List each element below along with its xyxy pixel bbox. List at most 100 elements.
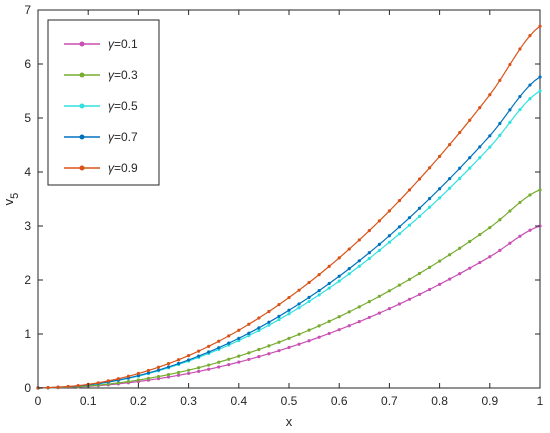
series-point bbox=[66, 384, 70, 389]
series-point bbox=[277, 349, 281, 353]
series-point bbox=[458, 176, 462, 180]
x-axis-ticks: 0 0.1 0.2 0.3 0.4 0.5 0.6 0.7 0.8 0.9 1 bbox=[35, 10, 544, 408]
series-point bbox=[458, 130, 462, 135]
series-point bbox=[207, 344, 211, 348]
series-point bbox=[478, 145, 482, 149]
series-point bbox=[427, 205, 432, 209]
series-point bbox=[307, 339, 311, 343]
y-tick-label: 3 bbox=[24, 219, 31, 233]
series-point bbox=[136, 371, 140, 376]
series-point bbox=[207, 367, 211, 371]
series-point bbox=[76, 384, 80, 388]
series-point bbox=[267, 320, 271, 324]
series-point bbox=[488, 145, 492, 149]
series-point bbox=[247, 357, 251, 362]
series-point bbox=[337, 256, 341, 260]
series-point bbox=[427, 166, 432, 170]
series-point bbox=[297, 288, 301, 292]
series-point bbox=[287, 295, 291, 300]
series-point bbox=[377, 294, 381, 298]
legend-entry-label: γ=0.5 bbox=[108, 99, 138, 113]
series-point bbox=[498, 121, 502, 126]
x-tick-label: 0.5 bbox=[281, 394, 298, 408]
series-point bbox=[528, 34, 532, 38]
series-point bbox=[327, 331, 331, 336]
series-point bbox=[347, 272, 351, 276]
series-point bbox=[126, 379, 130, 384]
series-point bbox=[417, 292, 422, 297]
series-point bbox=[488, 93, 492, 97]
series-point bbox=[508, 120, 512, 124]
legend-entry-label: γ=0.1 bbox=[108, 37, 138, 51]
x-tick-label: 0.2 bbox=[130, 394, 147, 408]
series-point bbox=[508, 108, 512, 112]
series-point bbox=[397, 225, 402, 229]
series-point bbox=[146, 368, 151, 373]
series-point bbox=[478, 106, 482, 110]
series-point bbox=[257, 355, 261, 359]
series-point bbox=[166, 365, 171, 369]
series-point bbox=[468, 266, 472, 270]
series-point bbox=[46, 386, 50, 390]
series-point bbox=[307, 295, 311, 299]
series-point bbox=[498, 218, 502, 222]
series-point bbox=[458, 166, 462, 170]
series-point bbox=[438, 187, 442, 191]
series-point bbox=[498, 248, 502, 252]
series-point bbox=[528, 228, 532, 232]
series-point bbox=[217, 339, 221, 343]
legend-entry-label: γ=0.3 bbox=[108, 68, 138, 82]
series-point bbox=[207, 350, 211, 354]
series-point bbox=[317, 288, 321, 293]
x-axis-label: x bbox=[286, 414, 293, 429]
series-point bbox=[478, 260, 482, 265]
series-point bbox=[207, 363, 211, 367]
series-point bbox=[518, 94, 522, 99]
x-tick-label: 0.9 bbox=[481, 394, 498, 408]
series-point bbox=[327, 286, 331, 290]
series-point bbox=[116, 381, 120, 385]
series-point bbox=[448, 142, 452, 147]
series-point bbox=[347, 247, 351, 251]
series-point bbox=[377, 242, 381, 246]
series-point bbox=[237, 328, 241, 332]
series-point bbox=[377, 248, 381, 253]
series-point bbox=[267, 323, 271, 327]
series-point bbox=[468, 166, 472, 170]
x-tick-label: 0.7 bbox=[381, 394, 398, 408]
series-point bbox=[367, 315, 371, 320]
series-point bbox=[297, 302, 301, 306]
legend-entry-value: =0.3 bbox=[114, 68, 138, 82]
legend-entry-value: =0.5 bbox=[114, 99, 138, 113]
series-point bbox=[287, 312, 291, 316]
y-axis-label-subscript: 5 bbox=[9, 193, 21, 199]
series-point bbox=[327, 319, 331, 323]
series-point bbox=[448, 253, 452, 257]
series-point bbox=[197, 354, 201, 358]
series-point bbox=[277, 317, 281, 322]
series-point bbox=[337, 328, 341, 332]
series-point bbox=[508, 209, 512, 213]
series-point bbox=[166, 362, 171, 366]
series-point bbox=[347, 324, 351, 328]
legend-entry-symbol: γ bbox=[108, 161, 115, 175]
series-point bbox=[287, 345, 291, 350]
series-point bbox=[347, 267, 351, 271]
series-point bbox=[337, 274, 341, 278]
y-tick-label: 4 bbox=[24, 165, 31, 179]
series-point bbox=[488, 255, 492, 259]
series-point bbox=[96, 381, 100, 385]
series-point bbox=[307, 299, 311, 304]
series-point bbox=[327, 281, 331, 286]
y-tick-label: 1 bbox=[24, 327, 31, 341]
series-point bbox=[397, 198, 402, 203]
legend-marker bbox=[79, 134, 85, 140]
series-point bbox=[397, 232, 402, 236]
series-point bbox=[237, 336, 241, 340]
legend-entry-symbol: γ bbox=[108, 130, 115, 144]
series-point bbox=[357, 305, 361, 309]
series-point bbox=[297, 332, 301, 336]
series-point bbox=[317, 293, 321, 297]
series-point bbox=[347, 310, 351, 314]
